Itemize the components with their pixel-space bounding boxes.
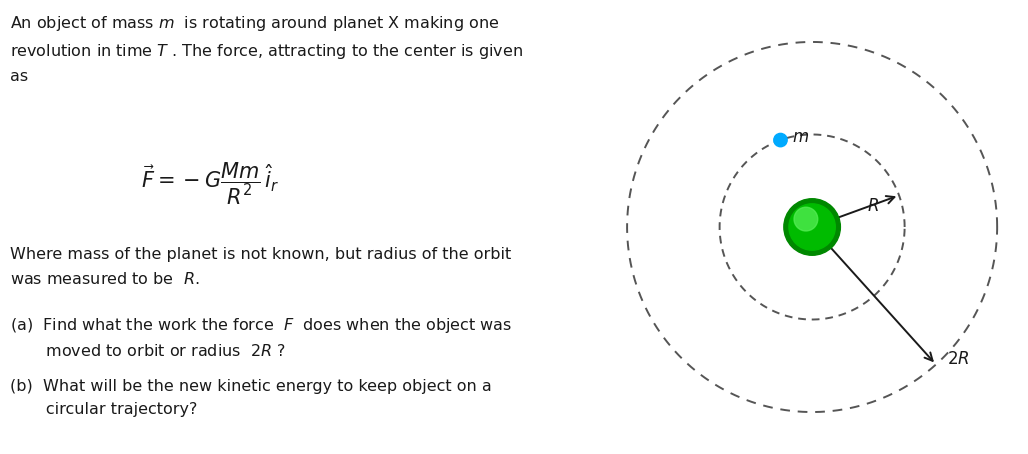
Text: $2R$: $2R$ [947,350,969,368]
Circle shape [788,204,836,250]
Circle shape [774,133,787,147]
Text: (a)  Find what the work the force  $F$  does when the object was
       moved to: (a) Find what the work the force $F$ doe… [9,316,512,359]
Circle shape [784,199,841,255]
Text: (b)  What will be the new kinetic energy to keep object on a
       circular tra: (b) What will be the new kinetic energy … [9,379,491,417]
Circle shape [794,207,818,231]
Text: $\vec{F} = -G\dfrac{Mm}{R^2}\,\hat{i}_r$: $\vec{F} = -G\dfrac{Mm}{R^2}\,\hat{i}_r$ [141,161,280,207]
Text: Where mass of the planet is not known, but radius of the orbit
was measured to b: Where mass of the planet is not known, b… [9,247,511,287]
Text: An object of mass $m$  is rotating around planet X making one
revolution in time: An object of mass $m$ is rotating around… [9,14,522,84]
Text: $R$: $R$ [867,197,879,216]
Text: $m$: $m$ [792,128,809,147]
